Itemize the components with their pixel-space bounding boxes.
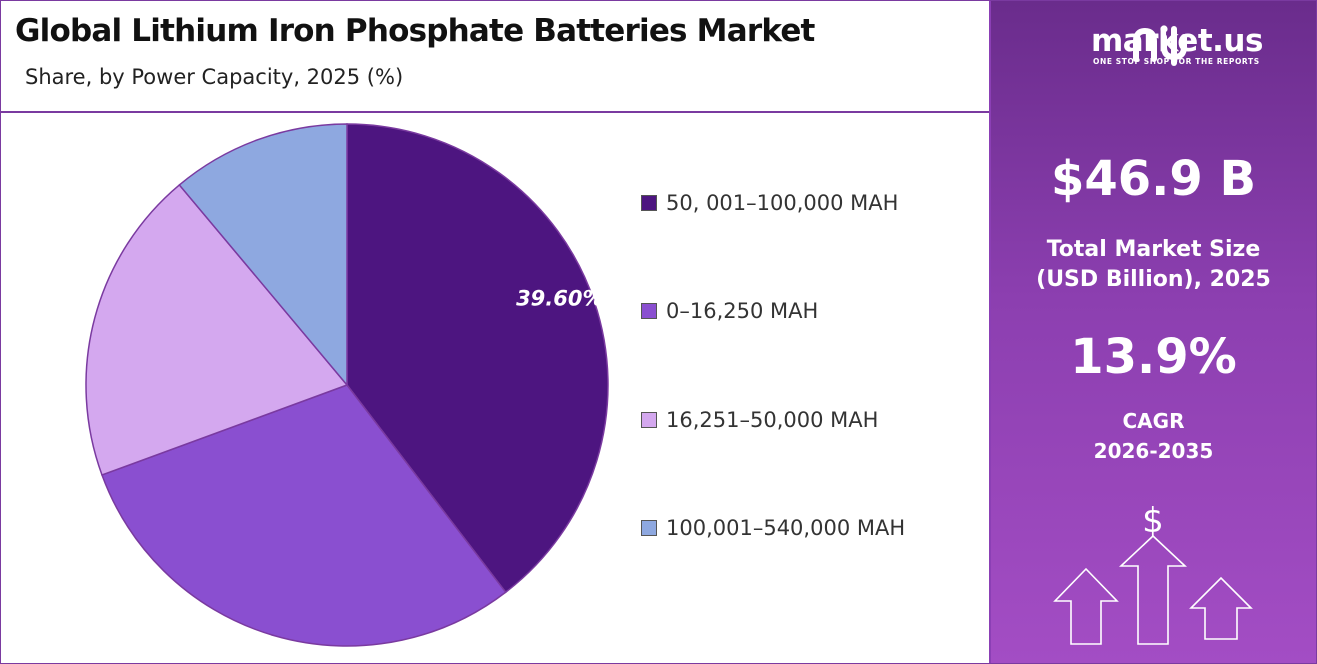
- pie-slice-4: [178, 123, 348, 388]
- legend-swatch-2: [641, 303, 657, 319]
- legend-item-3: 16,251–50,000 MAH: [641, 408, 878, 432]
- legend-item-2: 0–16,250 MAH: [641, 299, 818, 323]
- chart-area: Global Lithium Iron Phosphate Batteries …: [1, 1, 989, 663]
- pie-slice-3: [85, 183, 349, 476]
- chart-subtitle: Share, by Power Capacity, 2025 (%): [25, 65, 404, 89]
- cagr-value: 13.9%: [1070, 329, 1237, 385]
- legend-label-1: 50, 001–100,000 MAH: [666, 191, 899, 215]
- legend-label-2: 0–16,250 MAH: [666, 299, 819, 323]
- cagr-label-line1: CAGR: [1122, 409, 1185, 433]
- summary-panel: market.us ONE STOP SHOP FOR THE REPORTS …: [989, 1, 1316, 663]
- pie-chart: 39.60%: [85, 123, 609, 647]
- header-divider: [1, 111, 989, 113]
- market-size-label-line1: Total Market Size: [1046, 237, 1261, 262]
- legend-swatch-3: [641, 412, 657, 428]
- pie-slice-2: [101, 384, 507, 647]
- market-size-value: $46.9 B: [1050, 151, 1257, 207]
- cagr-label-line2: 2026-2035: [1093, 439, 1214, 463]
- pie-slice-1: [346, 123, 609, 594]
- legend-swatch-1: [641, 195, 657, 211]
- legend-swatch-4: [641, 520, 657, 536]
- legend-item-4: 100,001–540,000 MAH: [641, 516, 905, 540]
- dollar-sign: $: [1142, 501, 1164, 541]
- pie-data-label-1: 39.60%: [516, 287, 603, 311]
- dollar-growth-arrows-icon: $: [1053, 501, 1253, 645]
- brand-tagline: ONE STOP SHOP FOR THE REPORTS: [1093, 57, 1260, 66]
- legend-label-4: 100,001–540,000 MAH: [666, 516, 906, 540]
- market-size-label-line2: (USD Billion), 2025: [1036, 267, 1271, 292]
- chart-title: Global Lithium Iron Phosphate Batteries …: [15, 13, 815, 49]
- brand-name: market.us: [1091, 23, 1263, 59]
- legend-item-1: 50, 001–100,000 MAH: [641, 191, 898, 215]
- legend-label-3: 16,251–50,000 MAH: [666, 408, 879, 432]
- brand-logo: market.us ONE STOP SHOP FOR THE REPORTS: [1017, 19, 1307, 69]
- market-us-logo-icon: [1133, 25, 1187, 66]
